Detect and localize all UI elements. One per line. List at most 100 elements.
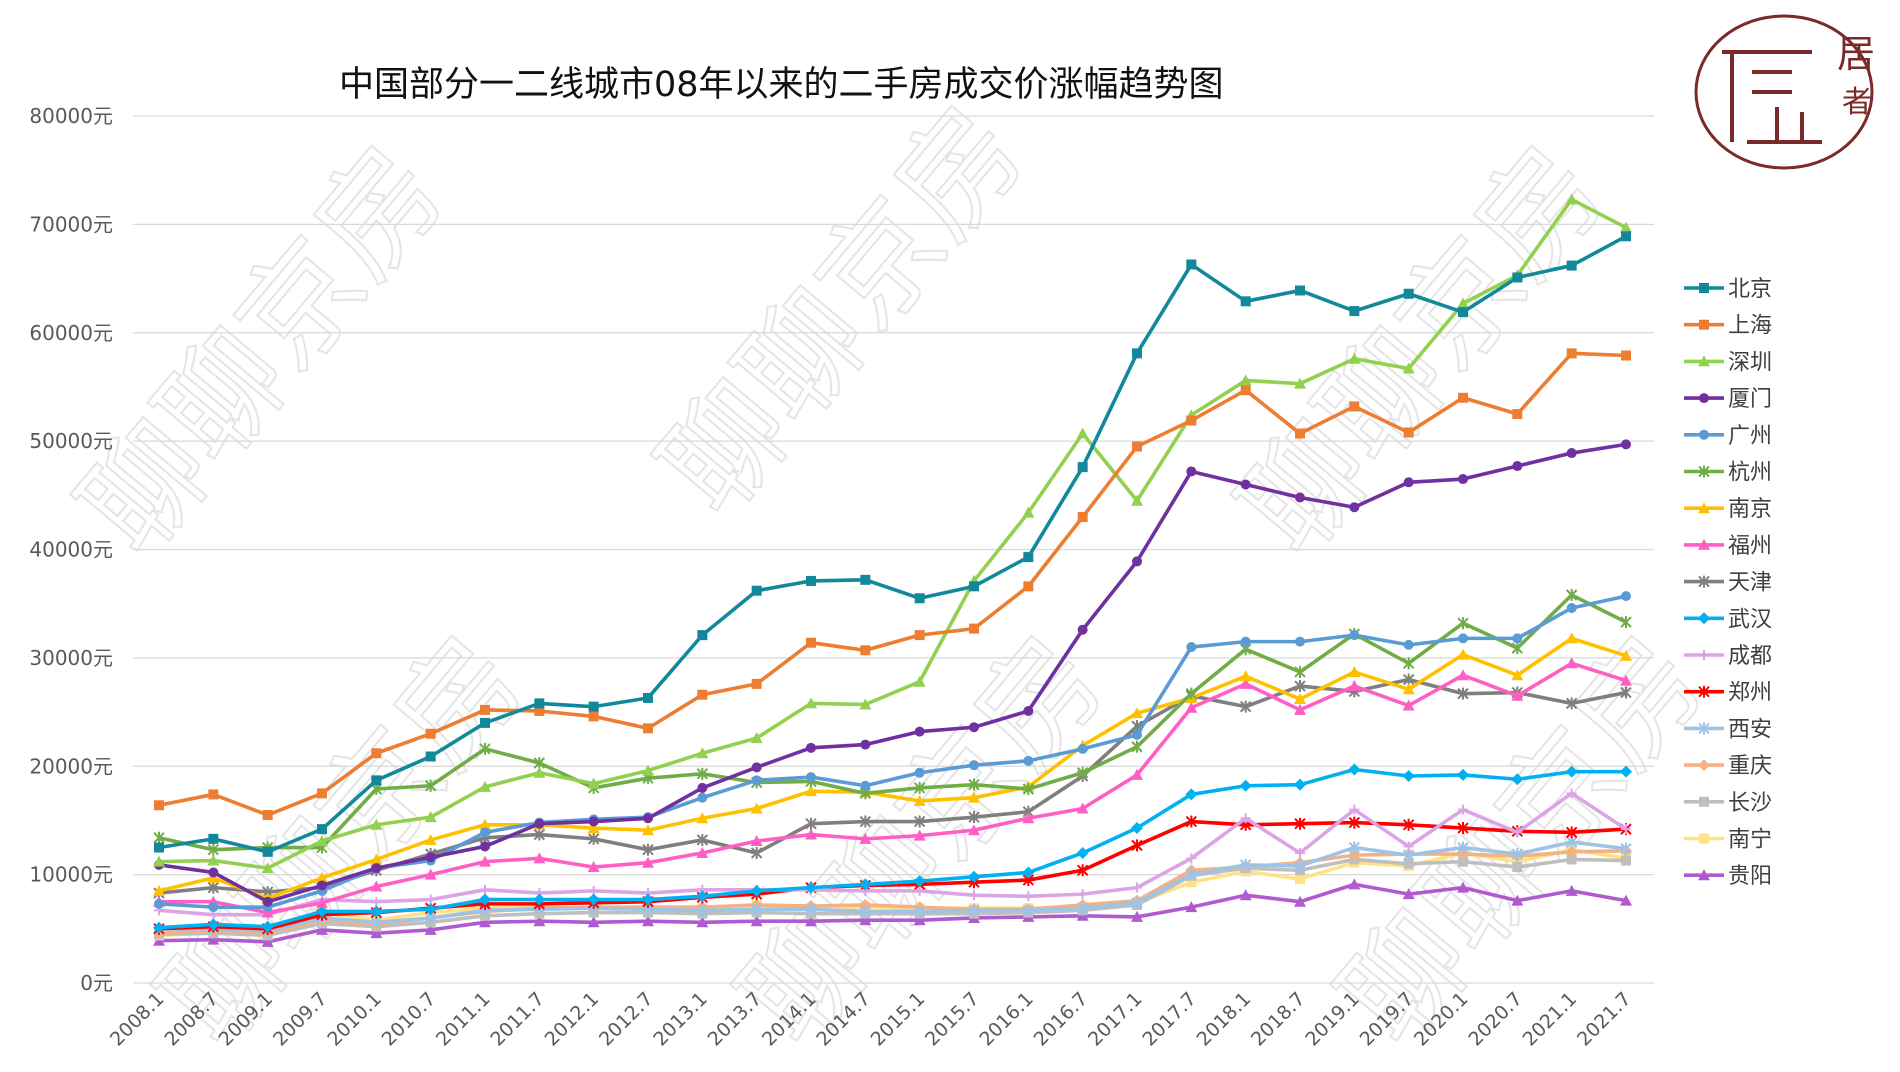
series-line [158,351,1627,817]
data-point [860,780,871,791]
series-福州 [153,657,1632,918]
data-point [1294,680,1306,693]
data-point [1458,392,1468,403]
data-point [751,678,762,689]
legend-label: 厦门 [1728,387,1772,412]
data-point [751,762,762,773]
data-point [1565,632,1578,644]
data-point [208,902,219,913]
data-point [969,722,979,733]
data-point [1565,884,1578,896]
data-point [262,810,273,821]
series-line [158,593,1627,852]
data-point [751,775,762,786]
data-point [587,916,600,928]
x-tick-label: 2008.1 [106,988,169,1051]
data-point [750,732,763,744]
data-point [859,914,872,926]
data-point [1621,824,1631,835]
data-point [1565,697,1578,710]
watermark-text: 聊聊京房 [56,122,471,579]
data-point [1699,283,1709,293]
data-point [1698,538,1710,550]
data-point [1295,492,1305,503]
data-point [914,767,925,778]
data-point [1131,822,1143,835]
legend-item: 长沙 [1684,791,1772,816]
data-point [696,916,709,928]
data-point [1186,415,1197,426]
data-point [1185,788,1198,801]
data-point [1566,854,1577,865]
data-point [1458,633,1468,644]
data-point [805,881,817,894]
data-point [370,880,383,892]
data-point [371,748,382,759]
data-point [1511,848,1524,861]
data-point [153,884,165,896]
series-北京 [154,231,1631,857]
legend-item: 北京 [1684,277,1772,302]
data-point [207,933,220,945]
legend-item: 杭州 [1684,461,1772,486]
series-line [158,442,1627,904]
legend-item: 南京 [1684,497,1772,522]
data-point [1294,703,1306,715]
data-point [262,846,273,857]
chart-title: 中国部分一二线城市08年以来的二手房成交价涨幅趋势图 [339,65,1224,105]
legend-item: 贵阳 [1684,864,1772,889]
data-point [1023,552,1034,563]
data-point [696,767,709,780]
data-point [643,813,653,824]
legend-label: 成都 [1728,644,1772,669]
x-tick-label: 2010.7 [378,988,441,1051]
data-point [914,885,925,896]
data-point [371,863,382,874]
data-point [1566,603,1577,614]
data-point [1349,804,1360,815]
y-tick-label: 50000元 [29,429,113,453]
legend-label: 郑州 [1728,681,1772,706]
data-point [1132,348,1142,359]
y-tick-label: 30000元 [29,646,113,670]
data-point [587,832,600,845]
data-point [1077,511,1088,522]
data-point [1023,755,1034,766]
data-point [1186,259,1197,270]
data-point [1511,642,1524,655]
legend-item: 重庆 [1684,754,1772,779]
data-point [1348,816,1361,829]
data-point [424,923,437,935]
data-point [1620,765,1632,778]
data-point [1239,700,1252,713]
data-point [153,831,165,844]
data-point [154,842,164,853]
data-point [750,835,763,847]
data-point [913,815,926,828]
data-point [1512,862,1523,873]
data-point [750,915,763,927]
data-point [480,704,490,715]
data-point [1239,889,1252,901]
data-point [1294,895,1306,907]
data-point [697,630,708,641]
data-point [696,846,709,858]
data-point [1294,665,1306,678]
data-point [534,705,545,716]
data-point [1131,494,1143,506]
data-point [1621,591,1631,602]
x-tick-label: 2017.7 [1138,988,1201,1051]
data-point [1457,822,1469,835]
data-point [1698,612,1710,625]
data-point [262,896,273,907]
data-point [696,833,709,846]
data-point [1620,842,1632,855]
data-point [642,915,654,927]
data-point [587,861,600,873]
data-point [479,742,491,755]
data-point [1620,616,1632,629]
x-tick-label: 2012.1 [541,988,604,1051]
data-point [1565,826,1578,839]
data-point [642,843,654,856]
data-point [642,764,654,776]
